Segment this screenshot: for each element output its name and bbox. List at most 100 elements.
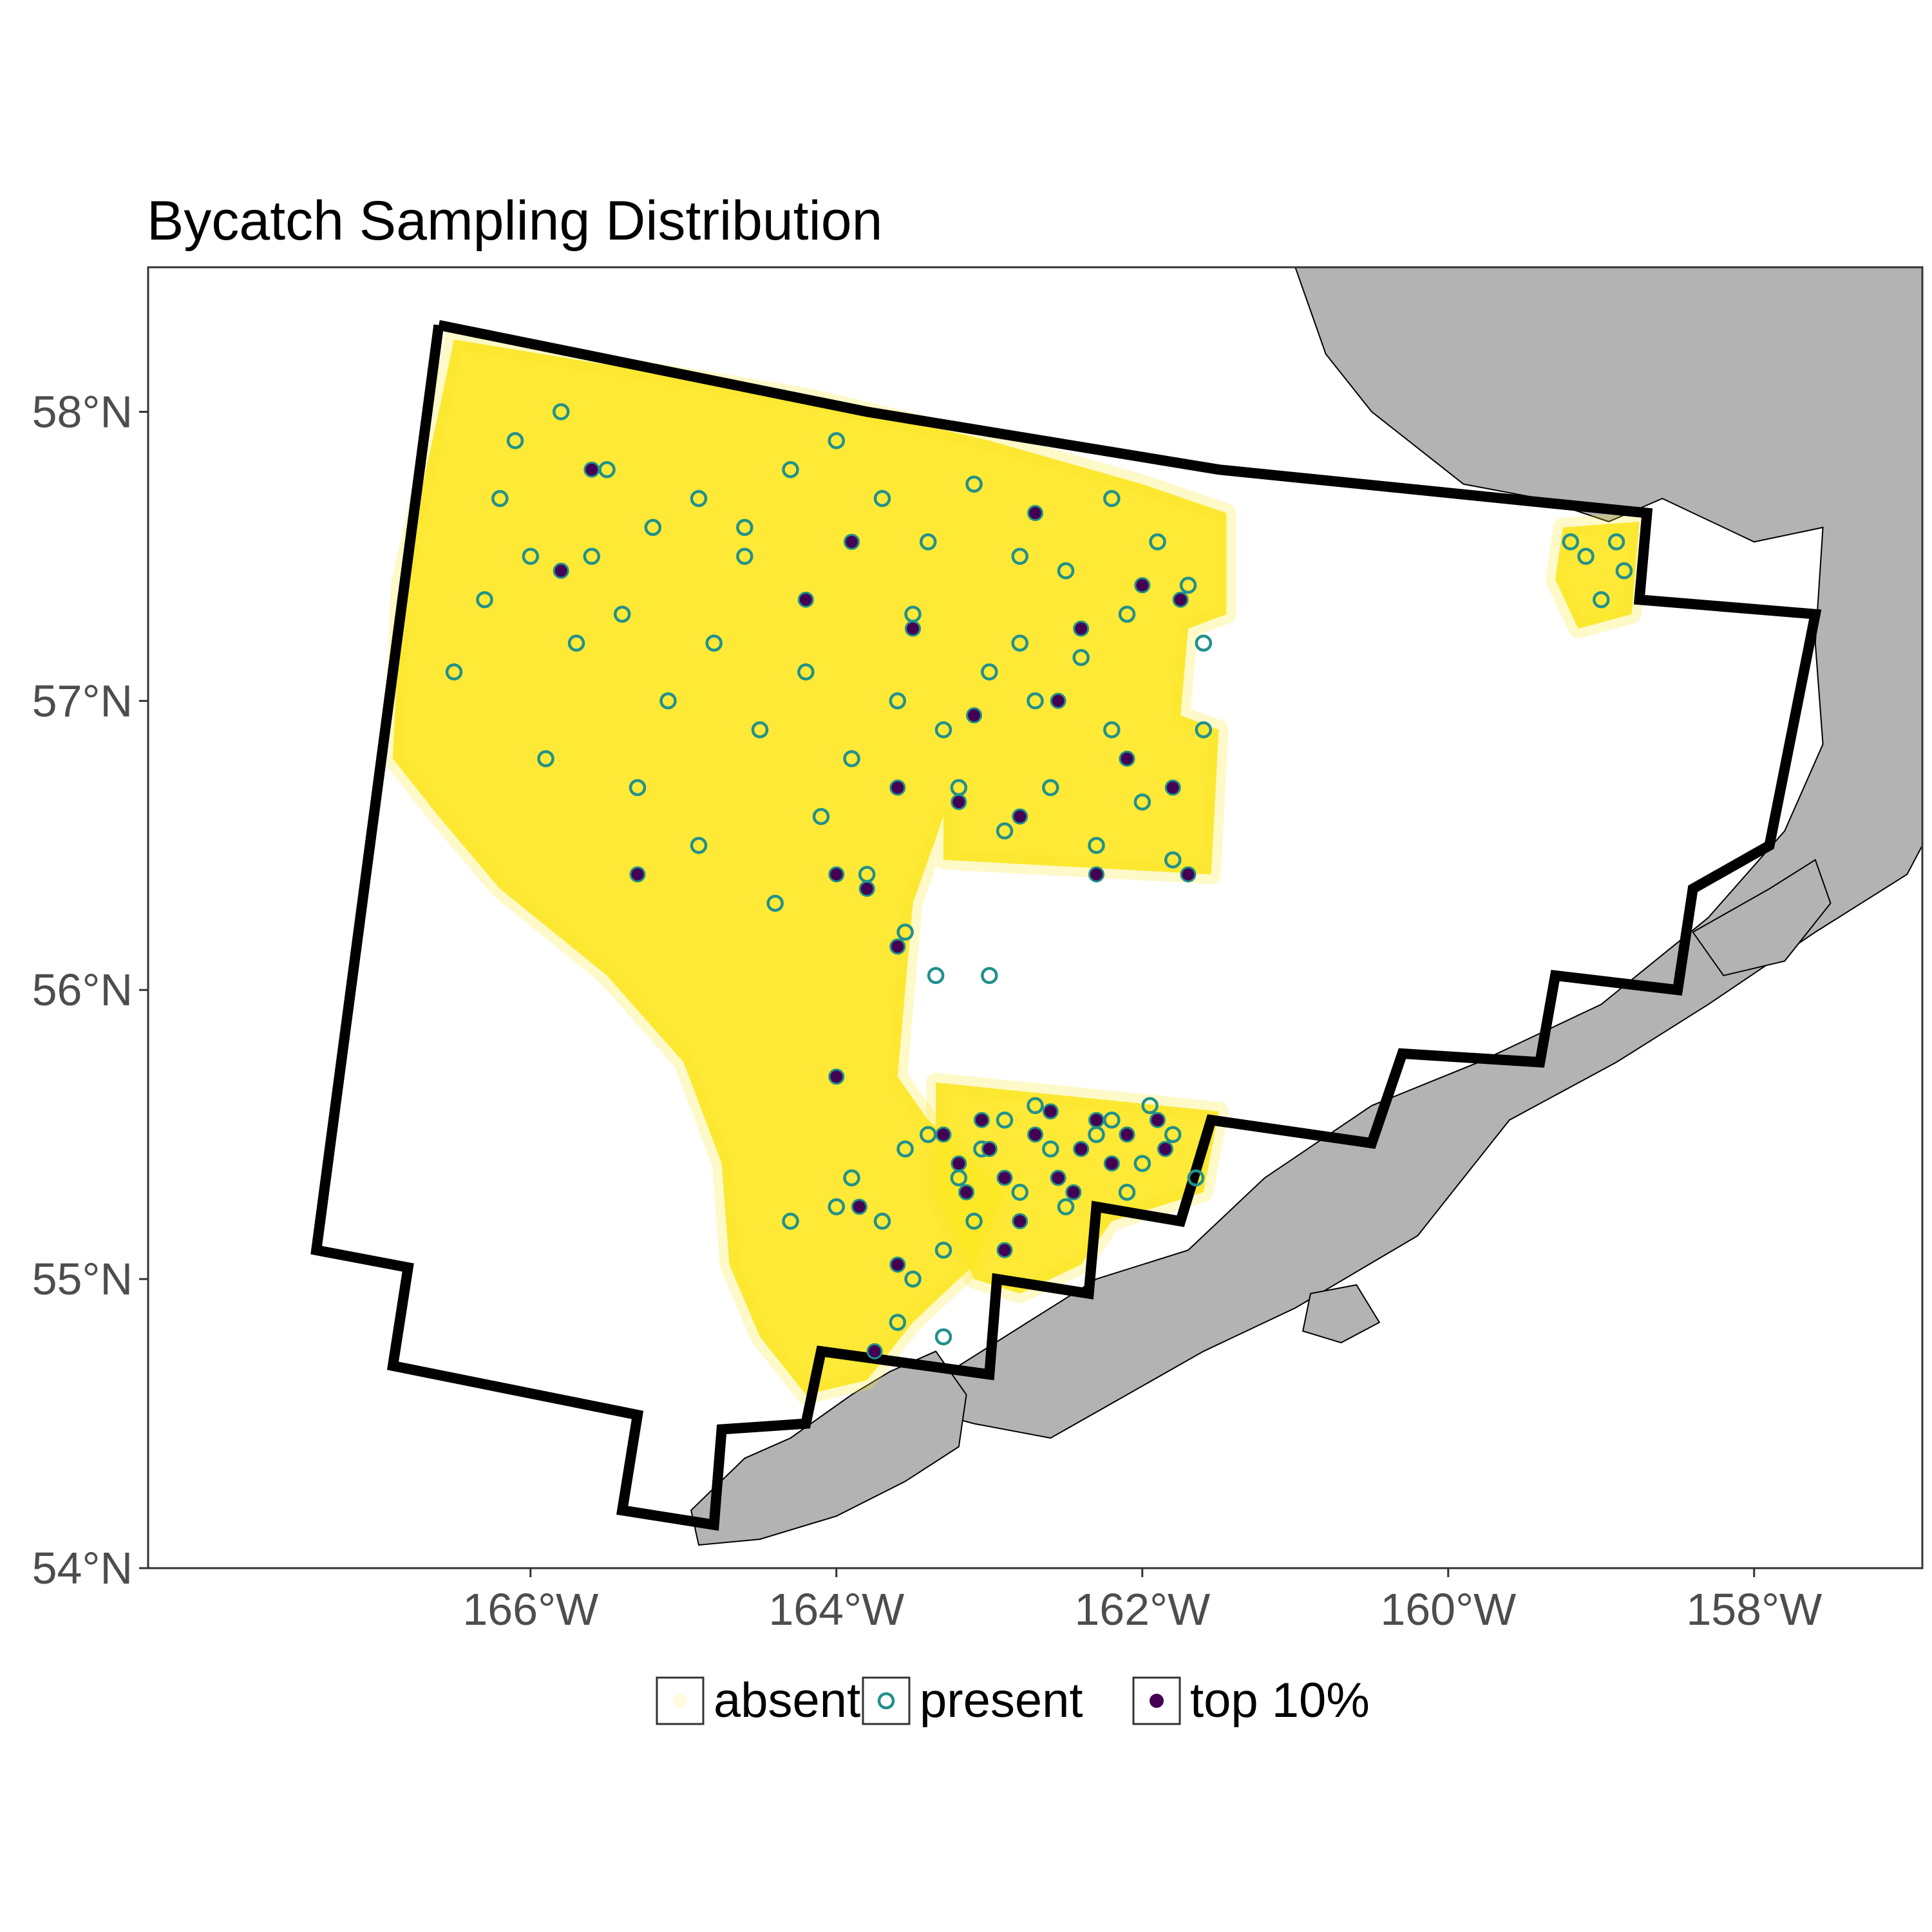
present-point xyxy=(904,1270,922,1288)
present-point xyxy=(1118,1184,1136,1201)
top-10-point xyxy=(951,1155,967,1172)
present-point xyxy=(1133,1155,1151,1172)
present-point xyxy=(996,822,1014,840)
present-point xyxy=(1042,1140,1059,1158)
absent-region-east-patch xyxy=(1546,512,1649,639)
land-unimak-island xyxy=(690,1350,967,1546)
top-10-point xyxy=(1027,1126,1043,1143)
top-10-point xyxy=(1150,1112,1166,1128)
present-point xyxy=(782,1213,799,1230)
top-10-point xyxy=(858,880,875,897)
top-10-point xyxy=(1042,1103,1059,1120)
present-point xyxy=(1103,489,1121,507)
present-point xyxy=(522,547,540,565)
top-10-point xyxy=(828,1068,845,1085)
present-point xyxy=(896,1140,914,1158)
present-point xyxy=(1072,649,1090,667)
present-point xyxy=(843,1169,860,1187)
present-point xyxy=(1562,533,1580,551)
top-10-point xyxy=(889,779,906,796)
present-point xyxy=(981,663,998,681)
top-10-point xyxy=(1027,505,1043,522)
present-point xyxy=(751,721,769,739)
top-10-point xyxy=(996,1242,1013,1258)
present-point xyxy=(1027,692,1044,710)
legend-symbol-top xyxy=(1150,1694,1164,1708)
survey-boundary xyxy=(310,319,1822,1531)
survey-boundary-layer xyxy=(310,319,1822,1531)
top-10-point xyxy=(981,1141,998,1157)
x-tick-label: 166°W xyxy=(462,1584,598,1634)
present-point xyxy=(1042,779,1059,797)
present-point xyxy=(1187,1169,1205,1187)
present-point xyxy=(996,1111,1014,1129)
present-samples-layer xyxy=(445,403,1633,1346)
legend-key-absent xyxy=(656,1676,705,1725)
top-10-samples-layer xyxy=(553,461,1197,1359)
top-10-point xyxy=(905,620,921,637)
present-point xyxy=(1103,721,1121,739)
land-shumagin-islands xyxy=(1302,1283,1381,1343)
legend-key-present xyxy=(862,1676,911,1725)
present-point xyxy=(736,518,753,536)
present-point xyxy=(1057,562,1075,580)
top-10-point xyxy=(851,1198,867,1215)
present-point xyxy=(659,692,677,710)
present-point xyxy=(1088,837,1105,855)
present-point xyxy=(797,663,815,681)
present-point xyxy=(1149,533,1166,551)
present-point xyxy=(598,460,616,478)
chart-title: Bycatch Sampling Distribution xyxy=(147,190,882,252)
present-point xyxy=(828,432,846,450)
present-point xyxy=(705,634,723,652)
top-10-point xyxy=(797,591,814,608)
top-10-point xyxy=(1180,866,1197,883)
top-10-point xyxy=(966,707,982,724)
legend-label-absent: absent xyxy=(714,1673,860,1728)
top-10-point xyxy=(973,1112,990,1128)
present-point xyxy=(1011,634,1028,652)
present-point xyxy=(537,750,554,768)
present-point xyxy=(552,403,570,421)
top-10-point xyxy=(1157,1141,1173,1157)
top-10-point xyxy=(1073,1141,1090,1157)
present-point xyxy=(583,547,601,565)
present-point xyxy=(644,518,662,536)
present-point xyxy=(873,489,891,507)
present-point xyxy=(782,460,799,478)
y-tick-label: 54°N xyxy=(32,1543,133,1593)
x-tick-label: 160°W xyxy=(1380,1584,1516,1634)
y-tick-label: 57°N xyxy=(32,676,133,726)
present-point xyxy=(1164,851,1182,869)
present-point xyxy=(1011,547,1028,565)
present-point xyxy=(965,475,983,493)
top-10-point xyxy=(828,866,845,883)
present-point xyxy=(445,663,463,681)
present-point xyxy=(1179,576,1197,594)
present-point xyxy=(927,967,945,985)
legend-symbol-absent xyxy=(673,1694,687,1708)
top-10-point xyxy=(1134,577,1151,594)
x-tick-label: 164°W xyxy=(768,1584,904,1634)
present-point xyxy=(1164,1126,1182,1143)
present-point xyxy=(506,432,524,450)
top-10-point xyxy=(1012,808,1028,825)
top-10-point xyxy=(1050,692,1066,709)
land-layer xyxy=(690,267,1922,1546)
present-point xyxy=(1103,1111,1121,1129)
top-10-point xyxy=(1012,1213,1028,1229)
present-point xyxy=(476,591,493,609)
top-10-point xyxy=(889,938,906,955)
top-10-point xyxy=(1119,750,1135,767)
present-point xyxy=(690,489,708,507)
present-point xyxy=(1141,1097,1159,1115)
present-point xyxy=(1027,1097,1044,1115)
top-10-point xyxy=(889,1256,906,1273)
map-panel-border xyxy=(147,266,1924,1569)
present-point xyxy=(1118,605,1136,623)
present-point xyxy=(934,1328,952,1346)
top-10-point xyxy=(1088,1112,1104,1128)
present-point xyxy=(736,547,753,565)
top-10-point xyxy=(866,1343,883,1359)
